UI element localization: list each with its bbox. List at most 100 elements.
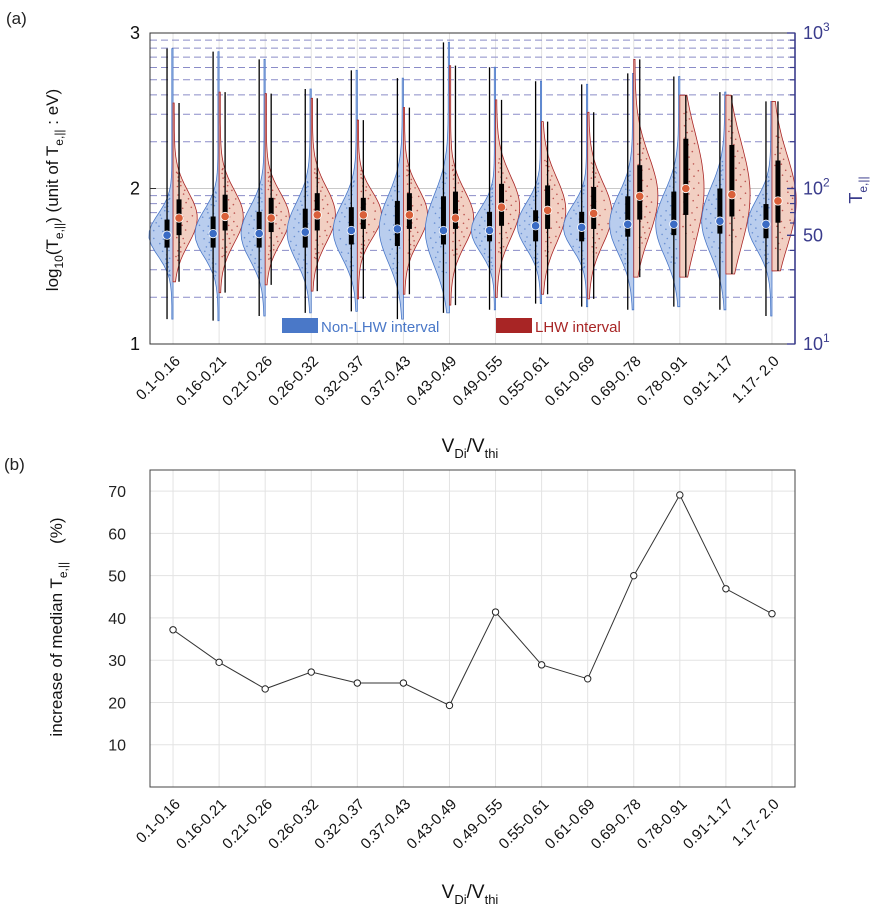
violin-dot: [368, 223, 370, 226]
right-tick-label: 50: [803, 225, 823, 245]
violin-dot: [432, 206, 434, 208]
violin-dot: [555, 235, 557, 238]
violin-dot: [226, 233, 228, 235]
violin-dot: [247, 232, 250, 234]
violin-dot: [646, 195, 648, 198]
violin-dot: [714, 217, 717, 219]
violin-box: [775, 160, 781, 223]
legend-swatch-non-lhw: [282, 318, 318, 333]
violin-median: [220, 211, 230, 222]
violin-dot: [744, 192, 747, 194]
line-chart: 10 20 30 40 50 60 70 increase of median Te,||(…: [47, 469, 796, 907]
violin-dot: [644, 216, 646, 218]
violin-dot: [491, 183, 494, 186]
violin-dot: [368, 239, 370, 241]
violin-dot: [553, 184, 556, 186]
violin-dot: [445, 177, 448, 179]
violin-dot: [732, 229, 735, 231]
violin-dot: [755, 227, 757, 229]
violin-dot: [757, 235, 759, 238]
violin-dot: [457, 200, 460, 202]
violin-dot: [669, 185, 671, 187]
violin-dot: [738, 209, 741, 212]
violin-dot: [267, 171, 270, 174]
violin-dot: [787, 202, 789, 204]
violin-dot: [213, 195, 216, 198]
violin-dot: [406, 169, 408, 171]
violin-dot: [644, 232, 646, 234]
violin-dot: [226, 184, 229, 187]
violin-dot: [321, 199, 324, 201]
violin-dot: [461, 190, 464, 193]
violin-dot: [435, 241, 437, 244]
violin-dot: [460, 196, 463, 199]
violin-dot: [640, 159, 642, 161]
violin-dot: [175, 255, 177, 258]
violin-dot: [711, 203, 713, 206]
violin-dot: [622, 244, 625, 246]
violin-dot: [750, 223, 752, 226]
violin-dot: [276, 236, 278, 238]
violin-dot: [740, 185, 742, 188]
violin-dot: [198, 224, 201, 227]
violin-dot: [322, 207, 325, 210]
violin-dot: [452, 232, 455, 234]
violin-dot: [762, 241, 765, 243]
violin-dot: [591, 246, 593, 248]
x-tick-label: 0.91-1.17: [680, 796, 737, 853]
violin-dot: [167, 210, 170, 213]
violin-series: [148, 41, 797, 322]
violin-dot: [233, 212, 236, 214]
violin-dot: [520, 232, 523, 235]
violin-dot: [456, 253, 458, 255]
x-axis-label-a: VDi/Vthi: [442, 436, 499, 461]
violin-dot: [160, 217, 163, 220]
violin-dot: [682, 225, 684, 228]
violin-dot: [159, 242, 161, 245]
violin-dot: [445, 262, 447, 264]
violin-dot: [590, 177, 593, 179]
violin-dot: [215, 271, 217, 273]
violin-dot: [524, 228, 526, 230]
violin-dot: [683, 124, 686, 127]
violin-dot: [360, 243, 363, 246]
violin-dot: [175, 171, 178, 174]
violin-dot: [261, 184, 263, 186]
violin-dot: [181, 207, 184, 210]
violin-dot: [434, 256, 437, 259]
violin-dot: [491, 265, 494, 267]
violin-dot: [767, 261, 770, 264]
violin-dot: [438, 226, 441, 229]
violin-dot: [315, 257, 317, 260]
violin-dot: [688, 156, 690, 158]
violin-dot: [306, 194, 309, 197]
violin-dot: [229, 242, 231, 245]
violin-dot: [277, 240, 279, 243]
violin-dot: [319, 235, 321, 238]
y-tick-label: 20: [108, 695, 126, 712]
violin-dot: [360, 190, 363, 193]
violin-dot: [550, 241, 552, 244]
violin-dot: [293, 226, 295, 229]
violin-dot: [683, 112, 685, 115]
violin-dot: [388, 229, 391, 232]
violin-dot: [444, 171, 446, 174]
violin-median: [773, 196, 783, 206]
violin-dot: [260, 258, 262, 261]
violin-dot: [462, 222, 465, 225]
violin-dot: [763, 197, 765, 200]
violin-dot: [708, 199, 710, 201]
violin-dot: [365, 189, 367, 192]
x-tick-label: 1.17- 2.0: [729, 796, 783, 850]
violin-dot: [214, 196, 217, 199]
violin-dot: [688, 193, 690, 195]
violin-dot: [278, 202, 281, 205]
violin-dot: [767, 176, 770, 178]
violin-dot: [742, 216, 744, 218]
violin-dot: [176, 236, 178, 239]
violin-dot: [206, 208, 208, 210]
violin-dot: [705, 208, 708, 211]
violin-dot: [438, 186, 441, 189]
violin-dot: [444, 182, 446, 185]
data-point: [583, 675, 592, 683]
